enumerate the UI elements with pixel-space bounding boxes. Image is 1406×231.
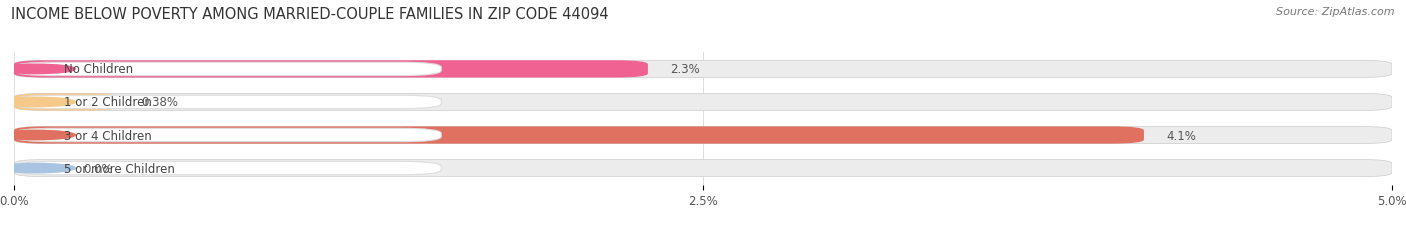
Circle shape (0, 98, 76, 107)
Text: 0.38%: 0.38% (141, 96, 177, 109)
Text: 4.1%: 4.1% (1166, 129, 1197, 142)
Circle shape (0, 164, 76, 173)
Circle shape (0, 131, 76, 140)
Text: 3 or 4 Children: 3 or 4 Children (63, 129, 152, 142)
Text: 0.0%: 0.0% (83, 162, 112, 175)
FancyBboxPatch shape (14, 94, 1392, 111)
FancyBboxPatch shape (14, 96, 441, 109)
Text: 5 or more Children: 5 or more Children (63, 162, 174, 175)
Text: No Children: No Children (63, 63, 132, 76)
FancyBboxPatch shape (14, 61, 1392, 78)
FancyBboxPatch shape (14, 162, 441, 175)
FancyBboxPatch shape (14, 127, 1144, 144)
FancyBboxPatch shape (14, 129, 441, 142)
Text: INCOME BELOW POVERTY AMONG MARRIED-COUPLE FAMILIES IN ZIP CODE 44094: INCOME BELOW POVERTY AMONG MARRIED-COUPL… (11, 7, 609, 22)
Text: 1 or 2 Children: 1 or 2 Children (63, 96, 152, 109)
FancyBboxPatch shape (14, 160, 1392, 177)
FancyBboxPatch shape (14, 61, 648, 78)
Text: 2.3%: 2.3% (669, 63, 700, 76)
Circle shape (0, 65, 76, 74)
FancyBboxPatch shape (14, 94, 118, 111)
FancyBboxPatch shape (14, 63, 441, 76)
Text: Source: ZipAtlas.com: Source: ZipAtlas.com (1277, 7, 1395, 17)
FancyBboxPatch shape (14, 127, 1392, 144)
